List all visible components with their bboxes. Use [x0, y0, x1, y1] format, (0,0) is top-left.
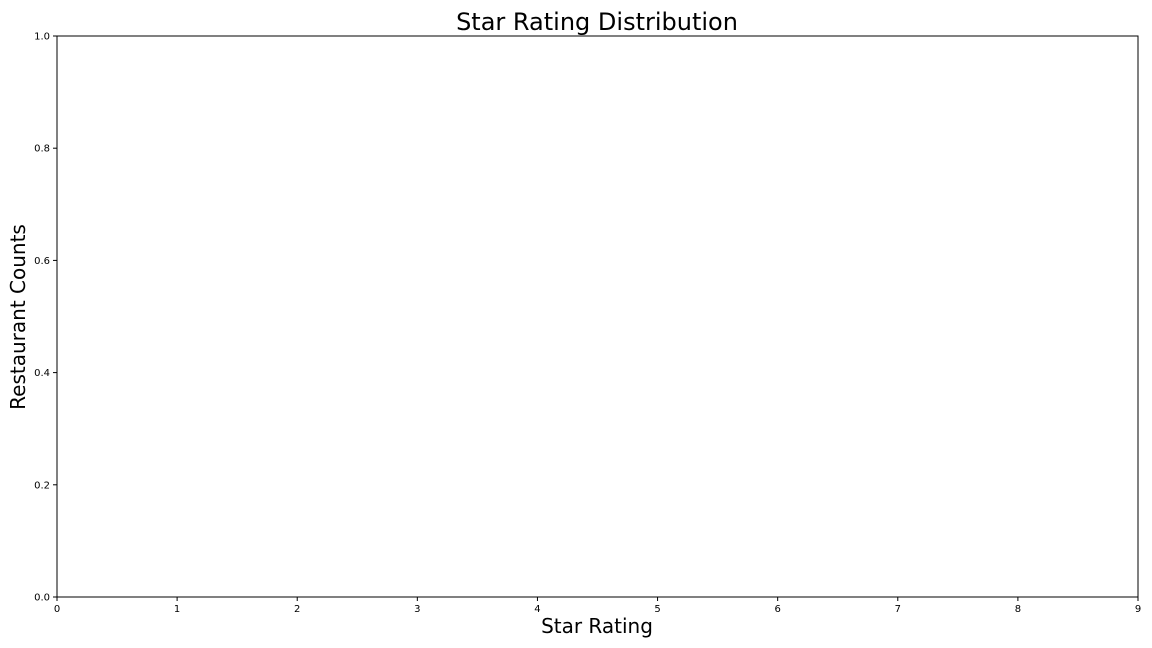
x-tick-label: 6 — [774, 604, 780, 615]
x-tick-label: 2 — [294, 604, 300, 615]
x-axis-ticks: 0 1 2 3 4 5 6 7 8 9 — [54, 597, 1141, 615]
x-tick-label: 1 — [174, 604, 180, 615]
y-tick-label: 0.0 — [34, 593, 50, 604]
plot-area — [56, 35, 1139, 598]
y-axis-ticks: 0.0 0.2 0.4 0.6 0.8 1.0 — [34, 32, 57, 604]
y-tick-label: 0.4 — [34, 368, 50, 379]
x-tick-label: 8 — [1015, 604, 1021, 615]
plot-frame — [56, 35, 1139, 598]
x-axis-label: Star Rating — [541, 614, 653, 638]
x-tick-label: 0 — [54, 604, 60, 615]
x-tick-label: 9 — [1135, 604, 1141, 615]
x-tick-label: 5 — [654, 604, 660, 615]
y-tick-label: 0.6 — [34, 256, 50, 267]
x-tick-label: 4 — [534, 604, 540, 615]
y-tick-label: 0.8 — [34, 144, 50, 155]
chart-title: Star Rating Distribution — [456, 8, 738, 36]
y-tick-label: 1.0 — [34, 32, 50, 43]
x-tick-label: 3 — [414, 604, 420, 615]
x-tick-label: 7 — [895, 604, 901, 615]
y-tick-label: 0.2 — [34, 480, 50, 491]
y-axis-label: Restaurant Counts — [6, 224, 30, 410]
